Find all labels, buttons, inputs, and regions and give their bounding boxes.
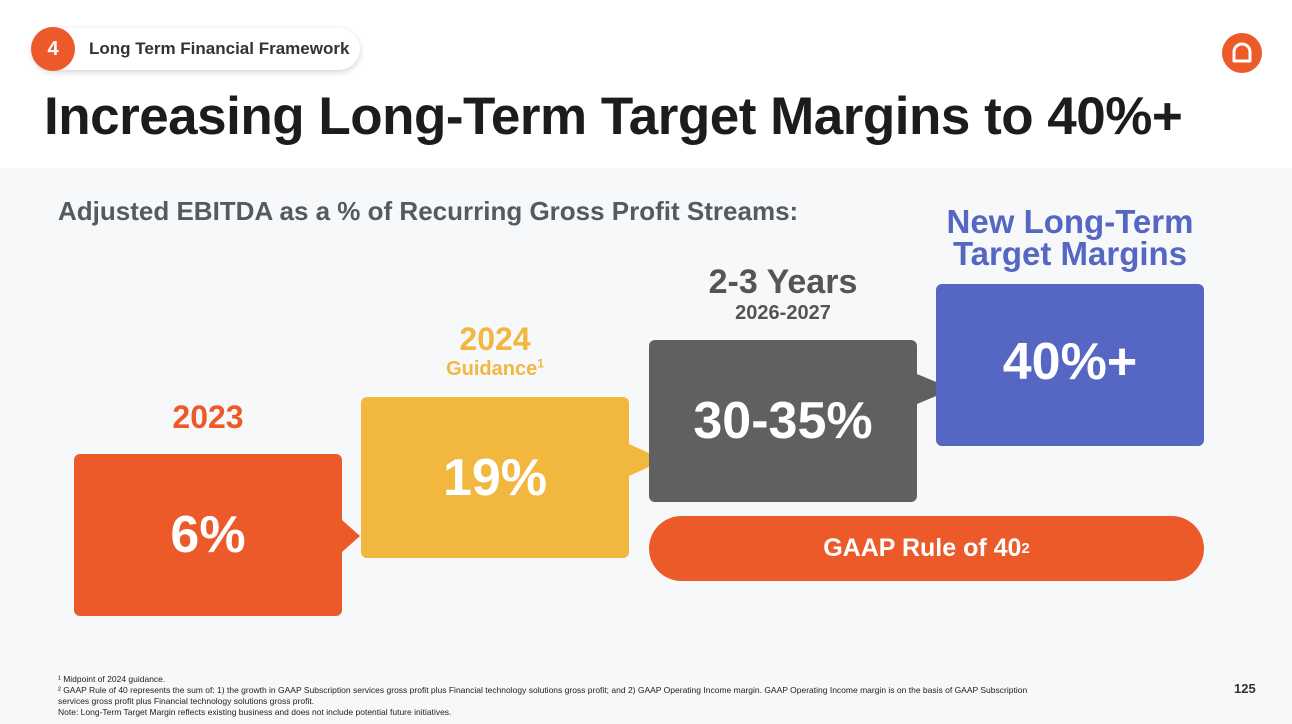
footnote-2: ² GAAP Rule of 40 represents the sum of:…	[58, 685, 1028, 706]
footnote-marker-1: 1	[537, 356, 544, 371]
step-2023-heading: 2023	[172, 399, 244, 435]
footnote-note: Note: Long-Term Target Margin reflects e…	[58, 707, 452, 717]
section-number: 4	[31, 27, 75, 71]
footnote-1: ¹ Midpoint of 2024 guidance.	[58, 674, 166, 684]
section-tag: 4 Long Term Financial Framework	[31, 27, 360, 71]
step-2024-heading: 2024	[459, 321, 531, 357]
step-2024-subheading-text: Guidance	[446, 358, 538, 380]
footnotes: ¹ Midpoint of 2024 guidance. ² GAAP Rule…	[58, 674, 1058, 718]
step-2024-subheading: Guidance1	[361, 356, 629, 380]
step-2-3-years-value: 30-35%	[693, 392, 873, 450]
gaap-rule-label: GAAP Rule of 40	[823, 534, 1022, 562]
arrow-right-icon	[342, 520, 360, 552]
company-logo-icon	[1222, 33, 1262, 73]
step-target-box: 40%+	[936, 284, 1204, 446]
logo-mark-icon	[1232, 42, 1252, 63]
section-label: Long Term Financial Framework	[89, 39, 350, 58]
step-2-3-years-box: 30-35%	[649, 340, 917, 502]
page-title: Increasing Long-Term Target Margins to 4…	[44, 87, 1183, 146]
step-2-3-years-subheading: 2026-2027	[735, 302, 831, 324]
step-2024-box: 19%	[361, 397, 629, 558]
step-target-heading: New Long-Term Target Margins	[946, 203, 1194, 272]
step-2-3-years-heading: 2-3 Years	[708, 263, 858, 301]
step-target-value: 40%+	[1002, 333, 1138, 391]
step-2023-box: 6%	[74, 454, 342, 616]
gaap-rule-pill: GAAP Rule of 40 2	[649, 516, 1204, 581]
chart-subtitle: Adjusted EBITDA as a % of Recurring Gros…	[58, 196, 799, 226]
step-2024-value: 19%	[442, 448, 548, 507]
page-number: 125	[1234, 681, 1256, 696]
step-2023-value: 6%	[170, 506, 246, 564]
